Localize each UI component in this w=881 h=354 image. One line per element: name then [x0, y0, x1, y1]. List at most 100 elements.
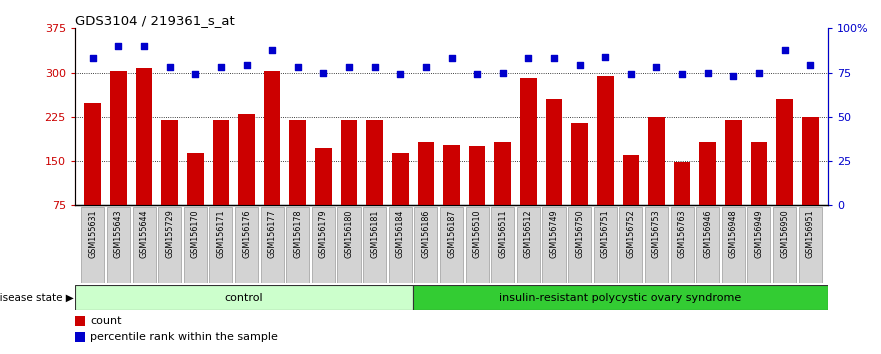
FancyBboxPatch shape [492, 207, 515, 283]
Bar [136, 68, 152, 250]
FancyBboxPatch shape [132, 207, 156, 283]
FancyBboxPatch shape [413, 285, 828, 310]
Text: GSM156951: GSM156951 [806, 209, 815, 258]
Bar [392, 153, 409, 250]
Bar [187, 153, 204, 250]
Point [418, 64, 433, 70]
Bar [341, 120, 358, 250]
Point [751, 70, 766, 75]
Bar [75, 316, 85, 326]
FancyBboxPatch shape [81, 207, 104, 283]
Bar [802, 117, 818, 250]
Point [367, 64, 381, 70]
Bar [751, 142, 767, 250]
Bar [623, 155, 640, 250]
FancyBboxPatch shape [517, 207, 540, 283]
FancyBboxPatch shape [568, 207, 591, 283]
Point [265, 47, 279, 52]
Text: GSM156184: GSM156184 [396, 209, 404, 258]
Bar [110, 72, 127, 250]
FancyBboxPatch shape [312, 207, 335, 283]
Text: control: control [225, 293, 263, 303]
Text: GSM156946: GSM156946 [703, 209, 712, 258]
FancyBboxPatch shape [159, 207, 181, 283]
FancyBboxPatch shape [414, 207, 438, 283]
Text: GSM156763: GSM156763 [677, 209, 686, 258]
Text: GSM156171: GSM156171 [217, 209, 226, 258]
Text: GSM156751: GSM156751 [601, 209, 610, 258]
Point [700, 70, 714, 75]
Text: GDS3104 / 219361_s_at: GDS3104 / 219361_s_at [75, 14, 234, 27]
Text: disease state ▶: disease state ▶ [0, 293, 74, 303]
Text: GSM156512: GSM156512 [524, 209, 533, 258]
Text: GSM156177: GSM156177 [268, 209, 277, 258]
Bar [571, 123, 588, 250]
Bar [212, 120, 229, 250]
Bar [597, 75, 613, 250]
Bar [520, 79, 537, 250]
Point [85, 56, 100, 61]
Point [573, 63, 587, 68]
FancyBboxPatch shape [337, 207, 360, 283]
Bar [648, 117, 665, 250]
Point [342, 64, 356, 70]
Bar [290, 120, 306, 250]
FancyBboxPatch shape [645, 207, 668, 283]
FancyBboxPatch shape [235, 207, 258, 283]
Text: GSM155729: GSM155729 [165, 209, 174, 258]
Point [649, 64, 663, 70]
FancyBboxPatch shape [389, 207, 411, 283]
Point [547, 56, 561, 61]
Point [137, 43, 152, 49]
Point [726, 73, 740, 79]
Text: GSM156948: GSM156948 [729, 209, 738, 258]
Bar [75, 332, 85, 342]
FancyBboxPatch shape [465, 207, 489, 283]
FancyBboxPatch shape [210, 207, 233, 283]
Bar [674, 162, 691, 250]
Text: GSM156511: GSM156511 [499, 209, 507, 258]
FancyBboxPatch shape [286, 207, 309, 283]
FancyBboxPatch shape [184, 207, 207, 283]
Text: percentile rank within the sample: percentile rank within the sample [90, 332, 278, 342]
Text: GSM156949: GSM156949 [754, 209, 764, 258]
Point [445, 56, 459, 61]
Bar [725, 120, 742, 250]
Bar [366, 120, 383, 250]
Point [111, 43, 125, 49]
Text: GSM156179: GSM156179 [319, 209, 328, 258]
Bar [418, 142, 434, 250]
FancyBboxPatch shape [773, 207, 796, 283]
Point [624, 72, 638, 77]
Bar [263, 72, 280, 250]
Text: GSM156950: GSM156950 [780, 209, 789, 258]
FancyBboxPatch shape [594, 207, 617, 283]
Bar [469, 146, 485, 250]
FancyBboxPatch shape [619, 207, 642, 283]
Point [163, 64, 177, 70]
Point [240, 63, 254, 68]
FancyBboxPatch shape [670, 207, 693, 283]
Text: GSM156510: GSM156510 [472, 209, 482, 258]
Point [803, 63, 818, 68]
Bar [161, 120, 178, 250]
Text: GSM156178: GSM156178 [293, 209, 302, 258]
Bar [494, 142, 511, 250]
Text: GSM156181: GSM156181 [370, 209, 379, 258]
Text: GSM155644: GSM155644 [139, 209, 149, 258]
Text: GSM156752: GSM156752 [626, 209, 635, 258]
Point [675, 72, 689, 77]
Point [496, 70, 510, 75]
FancyBboxPatch shape [440, 207, 463, 283]
Bar [443, 144, 460, 250]
Bar [85, 103, 101, 250]
Bar [545, 99, 562, 250]
Bar [315, 148, 332, 250]
FancyBboxPatch shape [747, 207, 771, 283]
FancyBboxPatch shape [363, 207, 386, 283]
Point [778, 47, 792, 52]
Point [470, 72, 485, 77]
Text: GSM156753: GSM156753 [652, 209, 661, 258]
FancyBboxPatch shape [261, 207, 284, 283]
Text: GSM156176: GSM156176 [242, 209, 251, 258]
